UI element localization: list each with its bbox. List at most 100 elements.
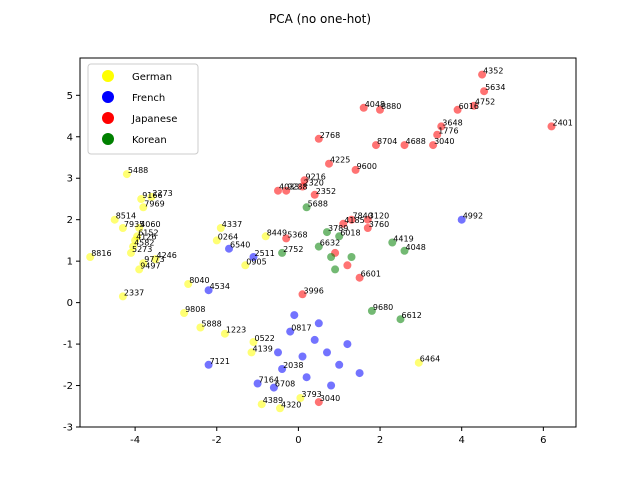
- point-label: 3040: [320, 394, 340, 403]
- point-label: 5368: [287, 230, 307, 239]
- point-german-15: [216, 224, 225, 232]
- legend-label-korean: Korean: [132, 135, 167, 146]
- point-japanese-26: [314, 398, 323, 407]
- legend-marker-korean: [102, 133, 114, 145]
- point-japanese-7: [429, 141, 438, 150]
- point-german-0: [122, 170, 131, 179]
- point-japanese-27: [355, 273, 364, 282]
- point-japanese-19: [310, 190, 319, 199]
- point-label: 8514: [116, 212, 136, 221]
- point-german-24: [249, 338, 258, 346]
- y-tick-label: 3: [67, 174, 73, 185]
- point-label: 2401: [553, 118, 573, 127]
- point-french-9: [310, 335, 319, 344]
- point-japanese-16: [298, 182, 307, 191]
- point-label: 2337: [124, 288, 144, 297]
- point-label: 9808: [185, 305, 205, 314]
- point-japanese-9: [372, 141, 380, 150]
- point-label: 4225: [330, 156, 350, 165]
- point-label: 6018: [340, 228, 360, 237]
- point-german-25: [247, 348, 256, 357]
- point-french-18: [314, 319, 323, 328]
- point-japanese-4: [547, 122, 556, 131]
- point-label: 9497: [140, 261, 160, 270]
- point-german-22: [196, 323, 205, 332]
- y-tick-label: 2: [67, 215, 73, 226]
- point-label: 7935: [124, 220, 144, 229]
- point-korean-6: [278, 248, 287, 257]
- x-tick-label: 4: [459, 435, 465, 446]
- point-german-17: [261, 232, 270, 241]
- point-label: 6464: [420, 355, 440, 364]
- point-german-14: [135, 265, 144, 274]
- point-label: 0817: [291, 324, 311, 333]
- point-french-3: [249, 253, 258, 261]
- point-korean-8: [347, 253, 356, 261]
- point-japanese-22: [339, 219, 348, 228]
- y-tick-label: -3: [63, 423, 73, 434]
- point-label: 9238: [287, 183, 307, 192]
- point-german-9: [129, 242, 138, 251]
- point-japanese-25: [298, 290, 307, 299]
- point-label: 6540: [230, 241, 250, 250]
- point-japanese-23: [363, 224, 372, 232]
- point-label: 5634: [485, 83, 505, 92]
- point-label: 4688: [406, 137, 426, 146]
- legend-label-german: German: [132, 72, 172, 83]
- point-label: 2273: [152, 189, 172, 198]
- x-tick-label: 0: [295, 435, 301, 446]
- chart-title: PCA (no one-hot): [269, 12, 371, 26]
- point-german-27: [276, 404, 284, 413]
- point-japanese-17: [274, 186, 282, 195]
- legend-marker-japanese: [102, 112, 114, 124]
- x-tick-label: 6: [540, 435, 546, 446]
- point-german-8: [131, 236, 140, 245]
- point-german-16: [212, 236, 221, 245]
- point-label: 2352: [316, 187, 336, 196]
- point-german-2: [147, 192, 156, 201]
- point-german-3: [139, 203, 148, 212]
- point-french-4: [204, 360, 213, 369]
- point-label: 4033: [279, 183, 299, 192]
- point-german-29: [414, 358, 423, 367]
- point-label: 3760: [369, 220, 389, 229]
- point-label: 2511: [255, 249, 275, 258]
- point-label: 1223: [226, 326, 246, 335]
- point-label: 8449: [267, 228, 287, 237]
- point-japanese-14: [351, 165, 360, 174]
- point-korean-5: [314, 242, 323, 251]
- point-label: 9680: [373, 303, 393, 312]
- point-french-0: [457, 215, 466, 224]
- point-german-1: [137, 195, 146, 203]
- point-japanese-3: [453, 105, 462, 114]
- point-german-26: [257, 400, 266, 409]
- legend-label-french: French: [132, 93, 165, 104]
- y-tick-label: -2: [63, 381, 73, 392]
- point-label: 8880: [381, 102, 401, 111]
- point-german-21: [180, 309, 189, 317]
- point-label: 4534: [210, 282, 230, 291]
- legend: German French Japanese Korean: [87, 63, 199, 155]
- point-label: 4389: [263, 396, 283, 405]
- point-label: 7969: [144, 199, 164, 208]
- point-label: 6612: [402, 311, 422, 320]
- point-french-8: [286, 327, 295, 336]
- point-label: 1776: [438, 127, 458, 136]
- point-japanese-10: [359, 103, 368, 112]
- point-label: 8816: [91, 249, 111, 258]
- point-label: 9600: [357, 162, 377, 171]
- point-german-23: [220, 329, 229, 338]
- point-label: 6632: [320, 239, 340, 248]
- legend-box: [87, 63, 199, 155]
- point-french-13: [327, 381, 336, 390]
- point-japanese-24: [282, 234, 291, 243]
- point-japanese-0: [478, 70, 487, 79]
- point-korean-10: [367, 306, 376, 315]
- point-label: 9773: [144, 255, 164, 264]
- point-french-1: [204, 286, 213, 295]
- axes-frame: [79, 57, 577, 428]
- point-label: 0264: [218, 232, 238, 241]
- point-german-20: [184, 280, 193, 288]
- point-label: 5488: [128, 166, 148, 175]
- point-label: 5688: [308, 199, 328, 208]
